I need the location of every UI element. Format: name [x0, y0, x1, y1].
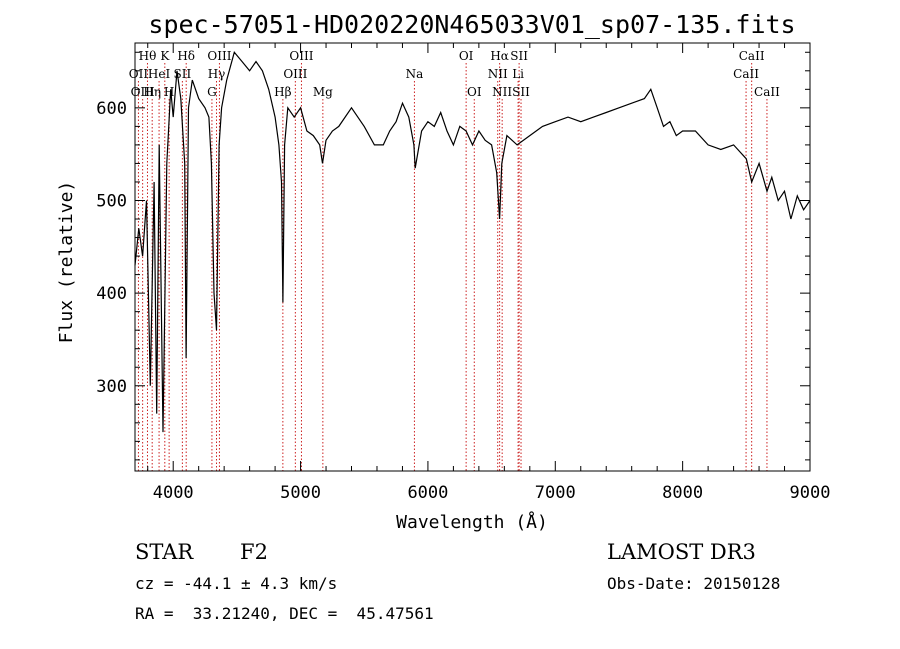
x-tick-label: 5000: [280, 483, 321, 503]
object-class: STAR: [135, 540, 194, 564]
line-label: Hθ: [139, 49, 157, 63]
line-label: OI: [459, 49, 474, 63]
redshift-text: cz = -44.1 ± 4.3 km/s: [135, 574, 338, 593]
line-label: Li: [512, 67, 524, 81]
y-tick-label: 400: [96, 284, 127, 304]
x-axis-ticks: 4000 5000 6000 7000 8000 9000: [147, 43, 831, 503]
line-label: Hβ: [274, 85, 291, 99]
y-tick-label: 300: [96, 377, 127, 397]
x-axis-label: Wavelength (Å): [396, 511, 548, 533]
line-label: Na: [406, 67, 424, 81]
object-subclass: F2: [240, 540, 268, 564]
line-label: OIII: [207, 49, 231, 63]
y-axis-label: Flux (relative): [56, 181, 77, 344]
line-label: CaII: [754, 85, 780, 99]
line-label: Hη: [143, 85, 161, 99]
line-label: OIII: [131, 85, 155, 99]
y-axis-ticks: 300 400 500 600: [96, 51, 810, 461]
line-label: Mg: [313, 85, 333, 99]
line-label: G: [207, 85, 217, 99]
line-label: OIII: [283, 67, 307, 81]
spectrum-series: [134, 51, 811, 433]
line-label: H: [164, 85, 174, 99]
coordinates: RA = 33.21240, DEC = 45.47561: [135, 604, 434, 623]
x-tick-label: 8000: [662, 483, 703, 503]
survey-name: LAMOST DR3: [607, 540, 756, 564]
line-label: SII: [510, 49, 528, 63]
y-tick-label: 600: [96, 99, 127, 119]
line-label: HeI: [148, 67, 171, 81]
line-label: OIII: [289, 49, 313, 63]
obs-date: Obs-Date: 20150128: [607, 574, 781, 593]
line-label: NII: [492, 85, 512, 99]
x-tick-label: 9000: [790, 483, 831, 503]
line-label: OI: [467, 85, 482, 99]
line-label: CaII: [739, 49, 765, 63]
line-label: Hα: [490, 49, 509, 63]
line-label: SII: [512, 85, 530, 99]
line-label: K: [160, 49, 170, 63]
line-label: OII: [129, 67, 149, 81]
y-tick-label: 500: [96, 191, 127, 211]
line-markers: [137, 63, 768, 471]
x-tick-label: 7000: [535, 483, 576, 503]
x-tick-label: 4000: [153, 483, 194, 503]
line-label: CaII: [733, 67, 759, 81]
chart-title: spec-57051-HD020220N465033V01_sp07-135.f…: [148, 10, 795, 39]
x-tick-label: 6000: [407, 483, 448, 503]
line-label: Hδ: [177, 49, 195, 63]
line-label: NII: [488, 67, 508, 81]
line-label: Hγ: [208, 67, 226, 81]
plot-frame: [134, 42, 811, 472]
